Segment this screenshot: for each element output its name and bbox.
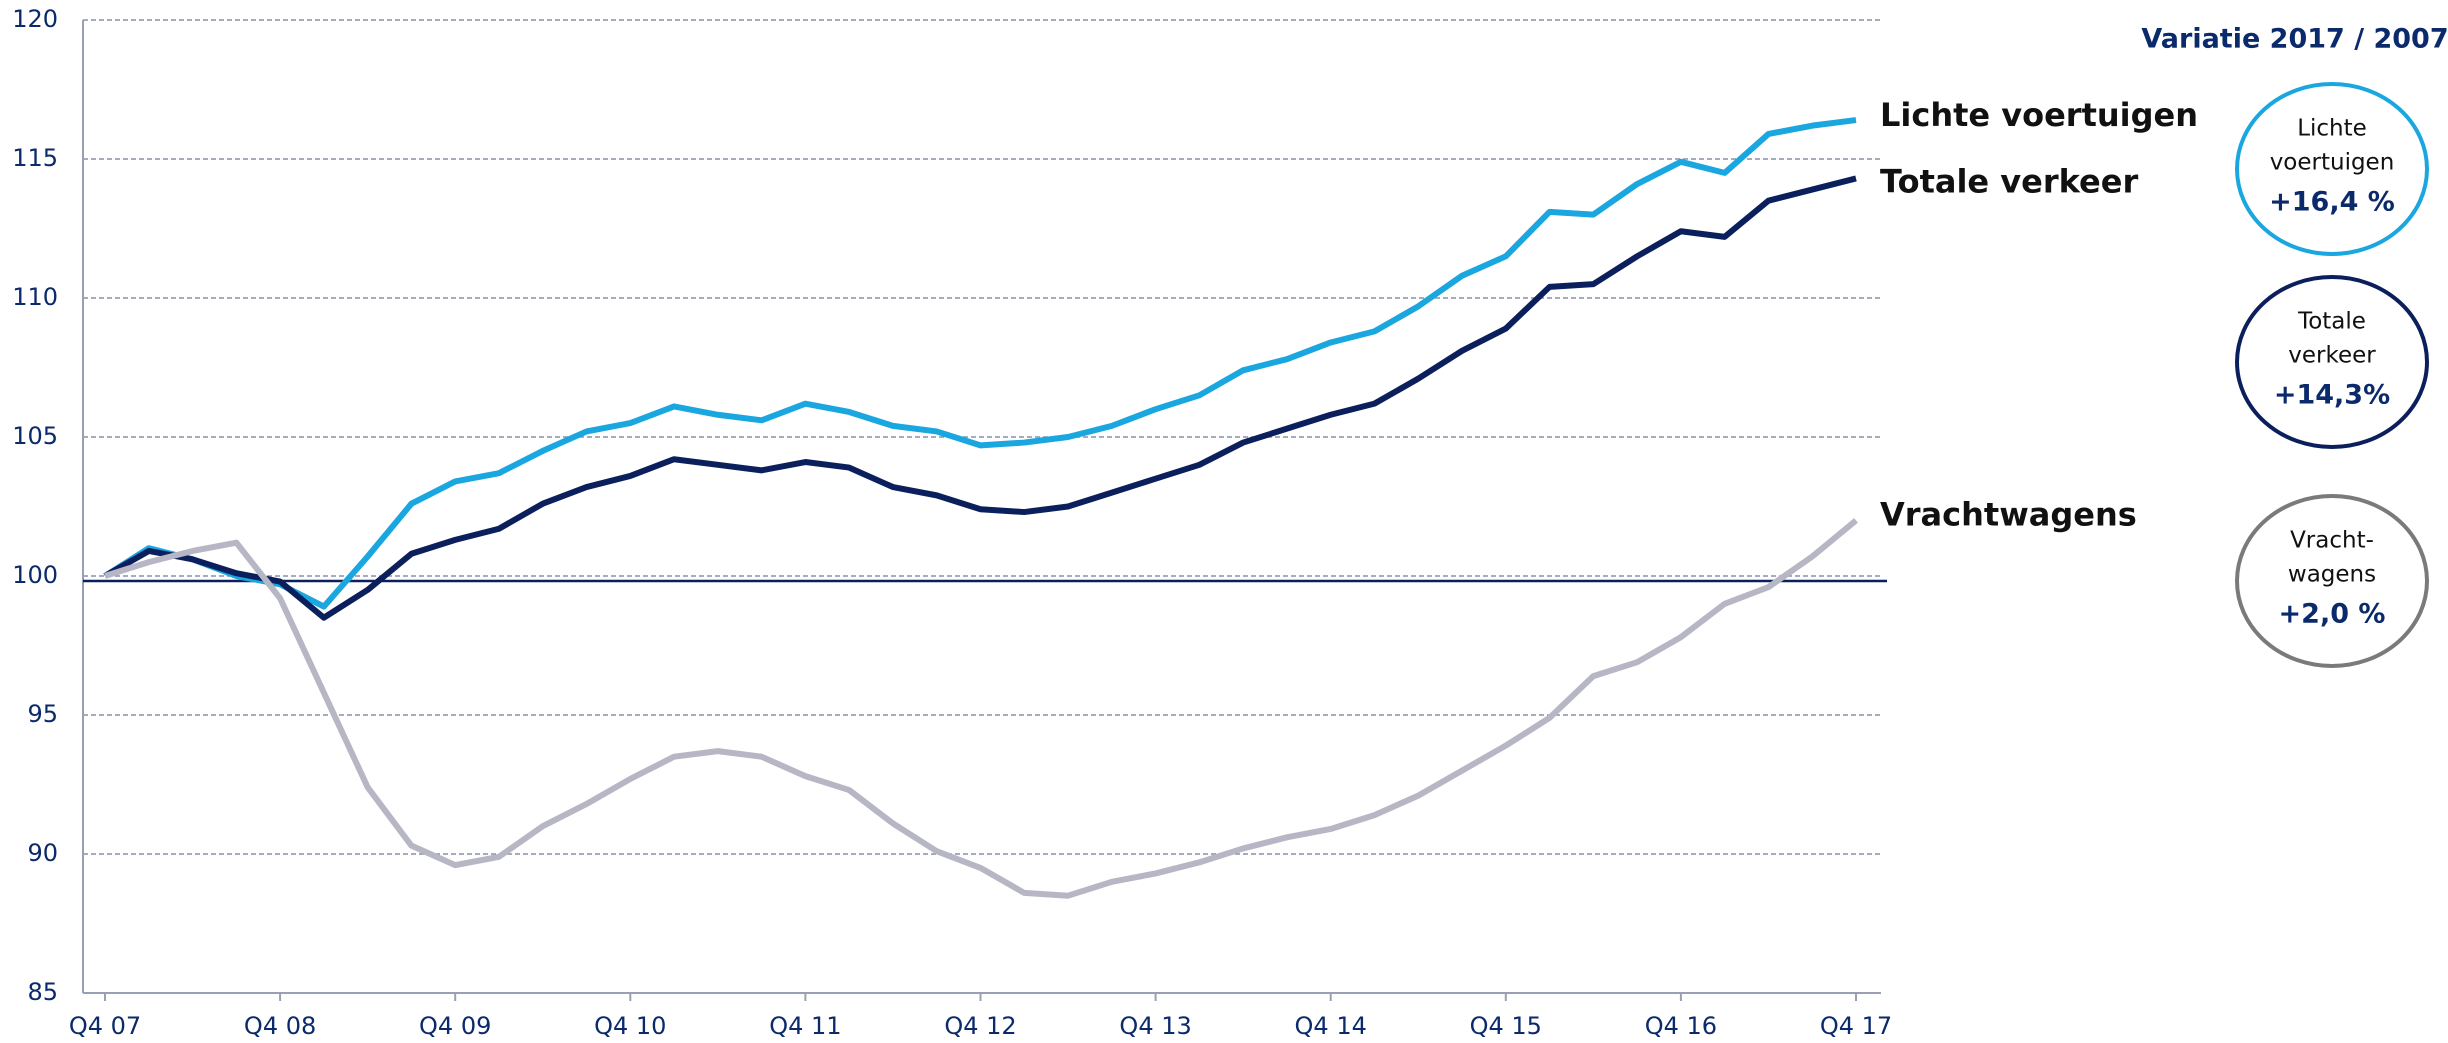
annotation-text: Totale [2297,309,2366,335]
y-tick-label: 90 [27,839,58,867]
x-tick-label: Q4 16 [1645,1012,1717,1040]
series-line [103,117,1857,610]
panel-title: Variatie 2017 / 2007 [2141,24,2448,55]
annotation-circle [2235,82,2429,256]
series-label: Vrachtwagens [1880,495,2137,533]
y-tick-label: 110 [12,283,58,311]
x-tick-label: Q4 13 [1119,1012,1191,1040]
annotation-text: voertuigen [2270,150,2395,176]
series-label: Lichte voertuigen [1880,96,2198,134]
x-tick-label: Q4 09 [419,1012,491,1040]
y-tick-label: 105 [12,422,58,450]
annotation-value: +14,3% [2274,380,2390,411]
x-tick-label: Q4 10 [594,1012,666,1040]
x-tick-label: Q4 12 [944,1012,1016,1040]
annotation-value: +2,0 % [2279,599,2386,630]
x-tick-label: Q4 07 [69,1012,141,1040]
annotation-circle [2235,275,2429,449]
annotation-value: +16,4 % [2269,187,2395,218]
annotation-text: wagens [2288,562,2376,588]
x-tick-label: Q4 15 [1470,1012,1542,1040]
series-line [104,518,1858,899]
annotation-circle [2235,494,2429,668]
y-tick-label: 100 [12,561,58,589]
y-tick-label: 115 [12,144,58,172]
y-tick-label: 95 [27,700,58,728]
x-tick-label: Q4 17 [1820,1012,1892,1040]
series-line [103,175,1857,621]
x-tick-label: Q4 11 [769,1012,841,1040]
annotation-text: Vracht- [2290,528,2374,554]
y-tick-label: 120 [12,5,58,33]
annotation-text: verkeer [2288,343,2376,369]
y-tick-label: 85 [27,978,58,1006]
annotation-text: Lichte [2297,116,2367,142]
x-tick-label: Q4 14 [1295,1012,1367,1040]
series-label: Totale verkeer [1880,162,2138,200]
x-tick-label: Q4 08 [244,1012,316,1040]
